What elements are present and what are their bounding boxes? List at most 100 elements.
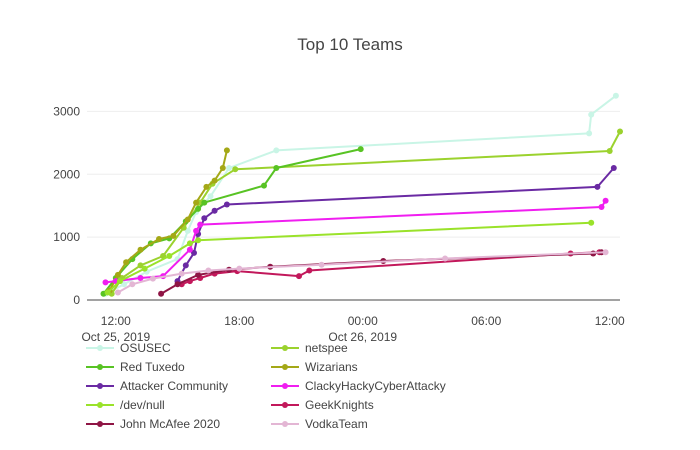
- data-point: [191, 249, 197, 256]
- legend-item[interactable]: Attacker Community: [86, 379, 228, 393]
- data-point: [158, 290, 165, 297]
- data-point: [201, 199, 208, 206]
- data-point: [236, 265, 243, 272]
- legend-label: netspee: [305, 341, 348, 355]
- series-group: [174, 165, 617, 285]
- data-point: [195, 237, 202, 244]
- x-axis: 12:00 Oct 25, 2019 18:00 00:00 Oct 26, 2019 0…: [81, 314, 625, 344]
- legend-swatch-marker: [282, 421, 288, 427]
- legend-swatch-marker: [97, 364, 103, 370]
- data-point: [193, 199, 200, 206]
- data-point: [116, 278, 123, 285]
- legend-label: GeekKnights: [305, 398, 374, 412]
- data-point: [612, 92, 619, 99]
- series-group: [102, 92, 619, 297]
- data-point: [186, 246, 193, 253]
- data-point: [602, 197, 609, 204]
- data-point: [123, 259, 130, 266]
- legend-swatch-marker: [97, 421, 103, 427]
- series-group: [102, 197, 609, 286]
- data-point: [598, 204, 605, 210]
- x-tick-label: 12:00: [101, 314, 131, 328]
- data-point: [357, 146, 364, 153]
- data-point: [602, 249, 609, 256]
- data-point: [261, 182, 267, 189]
- legend-swatch-marker: [282, 383, 288, 389]
- data-point: [223, 147, 230, 154]
- data-point: [114, 289, 121, 296]
- y-tick-label: 0: [73, 293, 80, 307]
- x-tick-date-label: Oct 25, 2019: [81, 330, 150, 344]
- legend-label: Red Tuxedo: [120, 360, 185, 374]
- y-tick-label: 1000: [53, 230, 80, 244]
- y-axis: 0 1000 2000 3000: [53, 104, 620, 307]
- series-line: [105, 200, 607, 284]
- plot-series: [100, 92, 623, 297]
- legend-swatch-marker: [282, 364, 288, 370]
- data-point: [588, 111, 595, 118]
- legend-label: /dev/null: [120, 398, 165, 412]
- series-group: [104, 219, 595, 296]
- legend-item[interactable]: John McAfee 2020: [86, 417, 220, 431]
- data-point: [137, 246, 144, 253]
- data-point: [296, 273, 302, 280]
- legend-item[interactable]: OSUSEC: [86, 341, 171, 355]
- data-point: [594, 183, 601, 190]
- data-point: [617, 128, 623, 135]
- data-point: [586, 130, 593, 137]
- legend-item[interactable]: VodkaTeam: [271, 417, 368, 431]
- data-point: [273, 165, 280, 171]
- data-point: [219, 165, 226, 171]
- data-point: [588, 219, 595, 226]
- series-line: [105, 94, 617, 295]
- series-group: [108, 128, 623, 297]
- legend-item[interactable]: netspee: [271, 341, 348, 355]
- data-point: [232, 166, 239, 173]
- legend-item[interactable]: ClackyHackyCyberAttacky: [271, 379, 446, 393]
- data-point: [193, 227, 200, 234]
- data-point: [197, 221, 204, 228]
- data-point: [166, 253, 173, 259]
- data-point: [156, 236, 162, 242]
- data-point: [184, 227, 191, 234]
- data-point: [610, 165, 617, 171]
- data-point: [174, 281, 181, 288]
- y-tick-label: 2000: [53, 167, 80, 181]
- data-point: [201, 215, 208, 222]
- legend-swatch-marker: [282, 345, 288, 351]
- legend-item[interactable]: GeekKnights: [271, 398, 374, 412]
- data-point: [102, 279, 109, 286]
- legend-item[interactable]: /dev/null: [86, 398, 165, 412]
- data-point: [182, 262, 189, 269]
- data-point: [226, 165, 232, 171]
- legend-swatch-marker: [97, 383, 103, 389]
- x-tick-label: 00:00: [348, 314, 378, 328]
- chart-title: Top 10 Teams: [297, 35, 403, 54]
- legend-label: John McAfee 2020: [120, 417, 220, 431]
- data-point: [442, 255, 449, 262]
- y-tick-label: 3000: [53, 104, 80, 118]
- data-point: [606, 148, 613, 154]
- legend-item[interactable]: Red Tuxedo: [86, 360, 185, 374]
- data-point: [178, 270, 185, 277]
- legend-label: Wizarians: [305, 360, 358, 374]
- legend-label: ClackyHackyCyberAttacky: [305, 379, 446, 393]
- data-point: [170, 232, 177, 239]
- data-point: [223, 201, 230, 208]
- x-tick-label: 12:00: [595, 314, 625, 328]
- data-point: [149, 275, 156, 282]
- series-group: [106, 147, 230, 294]
- legend-label: Attacker Community: [120, 379, 228, 393]
- legend-label: VodkaTeam: [305, 417, 368, 431]
- series-line: [110, 131, 621, 295]
- data-point: [184, 216, 191, 223]
- data-point: [114, 271, 121, 278]
- legend[interactable]: OSUSEC netspee Red Tuxedo Wizarians Attacker…: [86, 341, 446, 431]
- data-point: [195, 271, 202, 278]
- data-point: [318, 261, 325, 268]
- series-group: [100, 146, 364, 297]
- data-point: [121, 281, 127, 288]
- x-tick-label: 18:00: [224, 314, 254, 328]
- legend-item[interactable]: Wizarians: [271, 360, 358, 374]
